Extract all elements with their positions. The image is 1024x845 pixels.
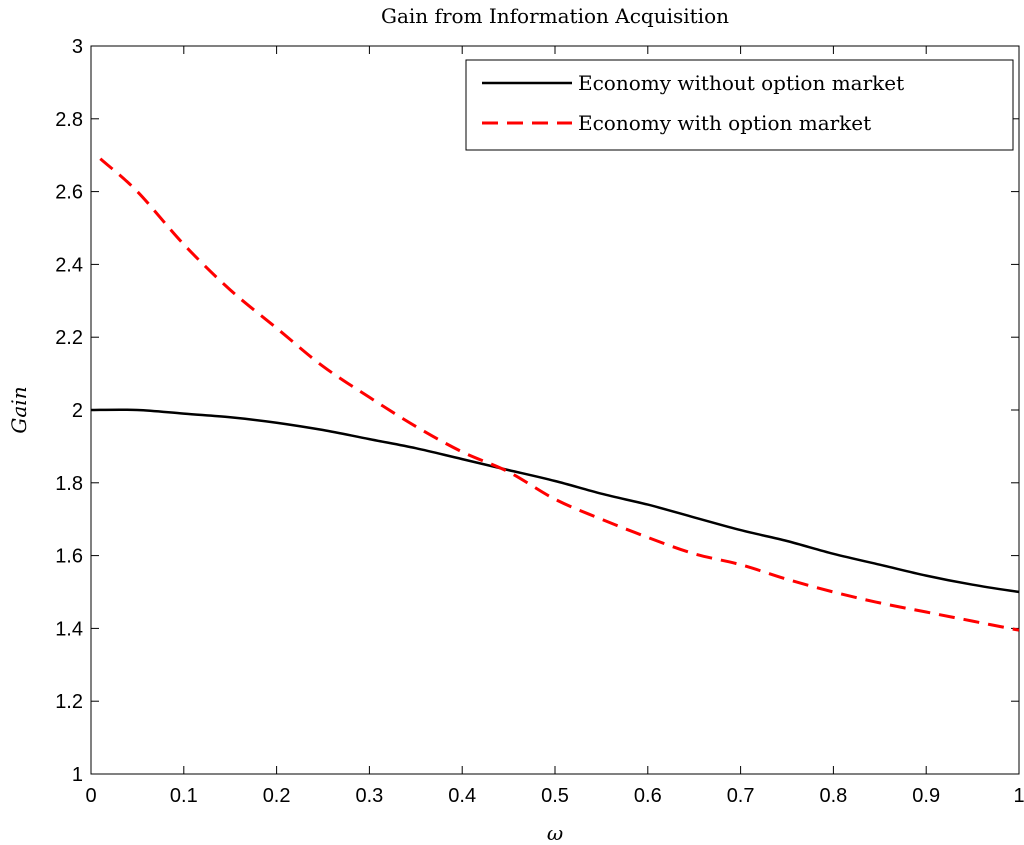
y-tick-label: 2 bbox=[72, 400, 83, 422]
series-line-without-option bbox=[90, 408, 1020, 594]
x-tick-label: 0.2 bbox=[263, 785, 291, 807]
x-tick-label: 0.6 bbox=[634, 785, 662, 807]
x-axis-label: ω bbox=[547, 821, 563, 845]
y-tick-label: 1.8 bbox=[55, 473, 83, 495]
y-tick-label: 1.2 bbox=[55, 691, 83, 713]
series-layer bbox=[90, 157, 1020, 632]
y-axis-label: Gain bbox=[7, 386, 31, 433]
x-tick-label: 1 bbox=[1013, 785, 1024, 807]
legend: Economy without option market Economy wi… bbox=[465, 59, 1014, 151]
y-tick-label: 2.8 bbox=[55, 109, 83, 131]
y-tick-label: 1.6 bbox=[55, 546, 83, 568]
y-tick-label: 2.6 bbox=[55, 182, 83, 204]
legend-label-without-option: Economy without option market bbox=[578, 71, 904, 95]
x-tick-label: 0.9 bbox=[912, 785, 940, 807]
x-tick-label: 0.7 bbox=[727, 785, 755, 807]
x-tick-label: 0 bbox=[85, 785, 96, 807]
series-line-with-option bbox=[99, 157, 1020, 632]
x-tick-label: 0.1 bbox=[170, 785, 198, 807]
axis-ticks: 0 0.1 0.2 0.3 0.4 0.5 0.6 0.7 0.8 0.9 1 1 1.2 1.4 1.6 1… bbox=[55, 36, 1024, 807]
y-tick-label: 2.2 bbox=[55, 327, 83, 349]
y-tick-label: 2.4 bbox=[55, 254, 83, 276]
x-tick-label: 0.4 bbox=[448, 785, 476, 807]
y-tick-label: 1.4 bbox=[55, 618, 83, 640]
x-tick-label: 0.5 bbox=[541, 785, 569, 807]
x-tick-label: 0.3 bbox=[355, 785, 383, 807]
y-tick-label: 1 bbox=[72, 764, 83, 786]
y-tick-label: 3 bbox=[72, 36, 83, 58]
x-tick-label: 0.8 bbox=[819, 785, 847, 807]
chart-title: Gain from Information Acquisition bbox=[381, 4, 729, 28]
legend-box bbox=[465, 59, 1014, 151]
plot-frame bbox=[90, 45, 1020, 775]
legend-label-with-option: Economy with option market bbox=[578, 111, 871, 135]
